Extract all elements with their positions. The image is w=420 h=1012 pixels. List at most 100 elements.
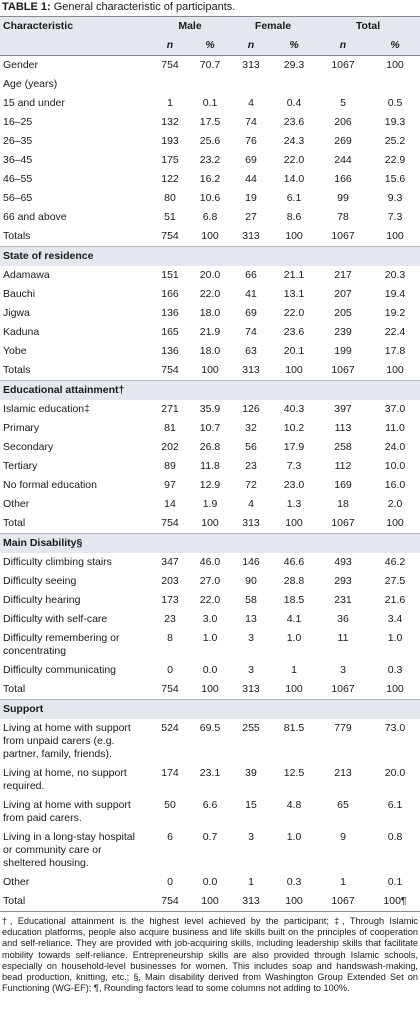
caption-label: TABLE 1: [2,1,51,13]
cell: 16.2 [199,173,221,185]
cell: 25.6 [199,135,221,147]
cell: 17.5 [199,116,221,128]
cell: 754 [161,683,179,695]
row-label: Age (years) [3,78,58,90]
cell: 6.6 [202,799,218,811]
cell: 100 [285,517,303,529]
cell: 100 [285,364,303,376]
cell: 1 [340,876,346,888]
cell: 132 [161,116,179,128]
section-heading-row: Main Disability§ [0,533,420,553]
cell: 100 [386,230,404,242]
cell: 113 [334,422,352,434]
cell: 203 [161,575,179,587]
cell: 1.0 [387,632,403,644]
cell: 23 [245,460,257,472]
cell: 100 [386,517,404,529]
caption-text: General characteristic of participants. [53,1,236,13]
cell: 6.1 [286,192,302,204]
row-label: Living at home with support from unpaid … [3,722,131,760]
cell: 313 [230,892,272,912]
cell: 28.8 [283,575,305,587]
cell: 69.5 [199,722,221,734]
cell [190,75,230,94]
section-heading: State of residence [0,246,420,266]
cell [230,75,272,94]
cell: 46.2 [384,556,406,568]
cell: 4.1 [286,613,302,625]
row-label: Other [3,498,30,510]
cell: 313 [242,517,260,529]
cell: 7.3 [286,460,302,472]
cell: 6 [167,831,173,843]
cell: 23.0 [283,479,305,491]
column-header: Male [150,16,230,36]
subheader-cell: % [370,36,420,56]
cell: 23.2 [199,154,221,166]
row-label: Living at home, no support required. [3,767,127,792]
cell: 754 [161,230,179,242]
cell: 22.0 [283,154,305,166]
table-row: Difficulty communicating 0 0.0 3 1 3 0.3 [0,661,420,680]
cell: 18.0 [199,307,221,319]
table-row: Difficulty hearing 173 22.0 58 18.5 231 21.6 [0,591,420,610]
cell: 76 [245,135,257,147]
caption: TABLE 1: General characteristic of parti… [0,0,420,16]
table: Characteristic Male Female Total n% n% n% Gend… [0,16,420,912]
row-label: 66 and above [3,211,67,223]
cell [370,75,420,94]
cell: 244 [334,154,352,166]
cell: 5 [340,97,346,109]
cell: 146 [242,556,260,568]
cell: 18.0 [199,345,221,357]
row-label: Total [3,517,26,529]
cell: 313 [242,364,260,376]
cell: 205 [334,307,352,319]
cell: 754 [150,892,190,912]
section-heading-row: State of residence [0,246,420,266]
subheader-cell: n [150,36,190,56]
row-label: Difficulty climbing stairs [3,556,112,568]
table-row: Kaduna 165 21.9 74 23.6 239 22.4 [0,323,420,342]
cell: 347 [161,556,179,568]
cell: 3 [340,664,346,676]
cell: 100 [201,230,219,242]
cell: 269 [334,135,352,147]
row-label: 15 and under [3,97,65,109]
cell: 11.0 [385,422,405,434]
table-row: Total 754 100 313 100 1067 100¶ [0,892,420,912]
row-label: Bauchi [3,288,36,300]
table-row: Secondary 202 26.8 56 17.9 258 24.0 [0,438,420,457]
row-label: Difficulty seeing [3,575,77,587]
cell: 22.0 [199,288,221,300]
cell: 165 [161,326,179,338]
table-row: Difficulty climbing stairs 347 46.0 146 46.6… [0,553,420,572]
cell: 202 [161,441,179,453]
cell: 39 [245,767,257,779]
table-body: Gender 754 70.7 313 29.3 1067 100 Age (years) 15… [0,56,420,912]
cell: 90 [245,575,257,587]
cell: 0.0 [202,664,218,676]
cell: 8.6 [286,211,302,223]
cell: 4.8 [286,799,302,811]
header-row: Characteristic Male Female Total [0,16,420,36]
cell: 78 [337,211,349,223]
subheader-cell: % [190,36,230,56]
cell: 1 [248,876,254,888]
subheader-row: n% n% n% [0,36,420,56]
cell: 63 [245,345,257,357]
row-label: Other [3,876,30,888]
cell: 19.4 [384,288,406,300]
cell: 22.0 [199,594,221,606]
cell: 9.3 [387,192,403,204]
cell: 100 [201,364,219,376]
cell: 23.6 [283,326,305,338]
cell: 15 [245,799,257,811]
cell: 8 [167,632,173,644]
cell: 0.5 [387,97,403,109]
cell: 25.2 [384,135,406,147]
cell: 1067 [331,230,355,242]
cell: 0 [167,664,173,676]
cell: 12.9 [199,479,221,491]
